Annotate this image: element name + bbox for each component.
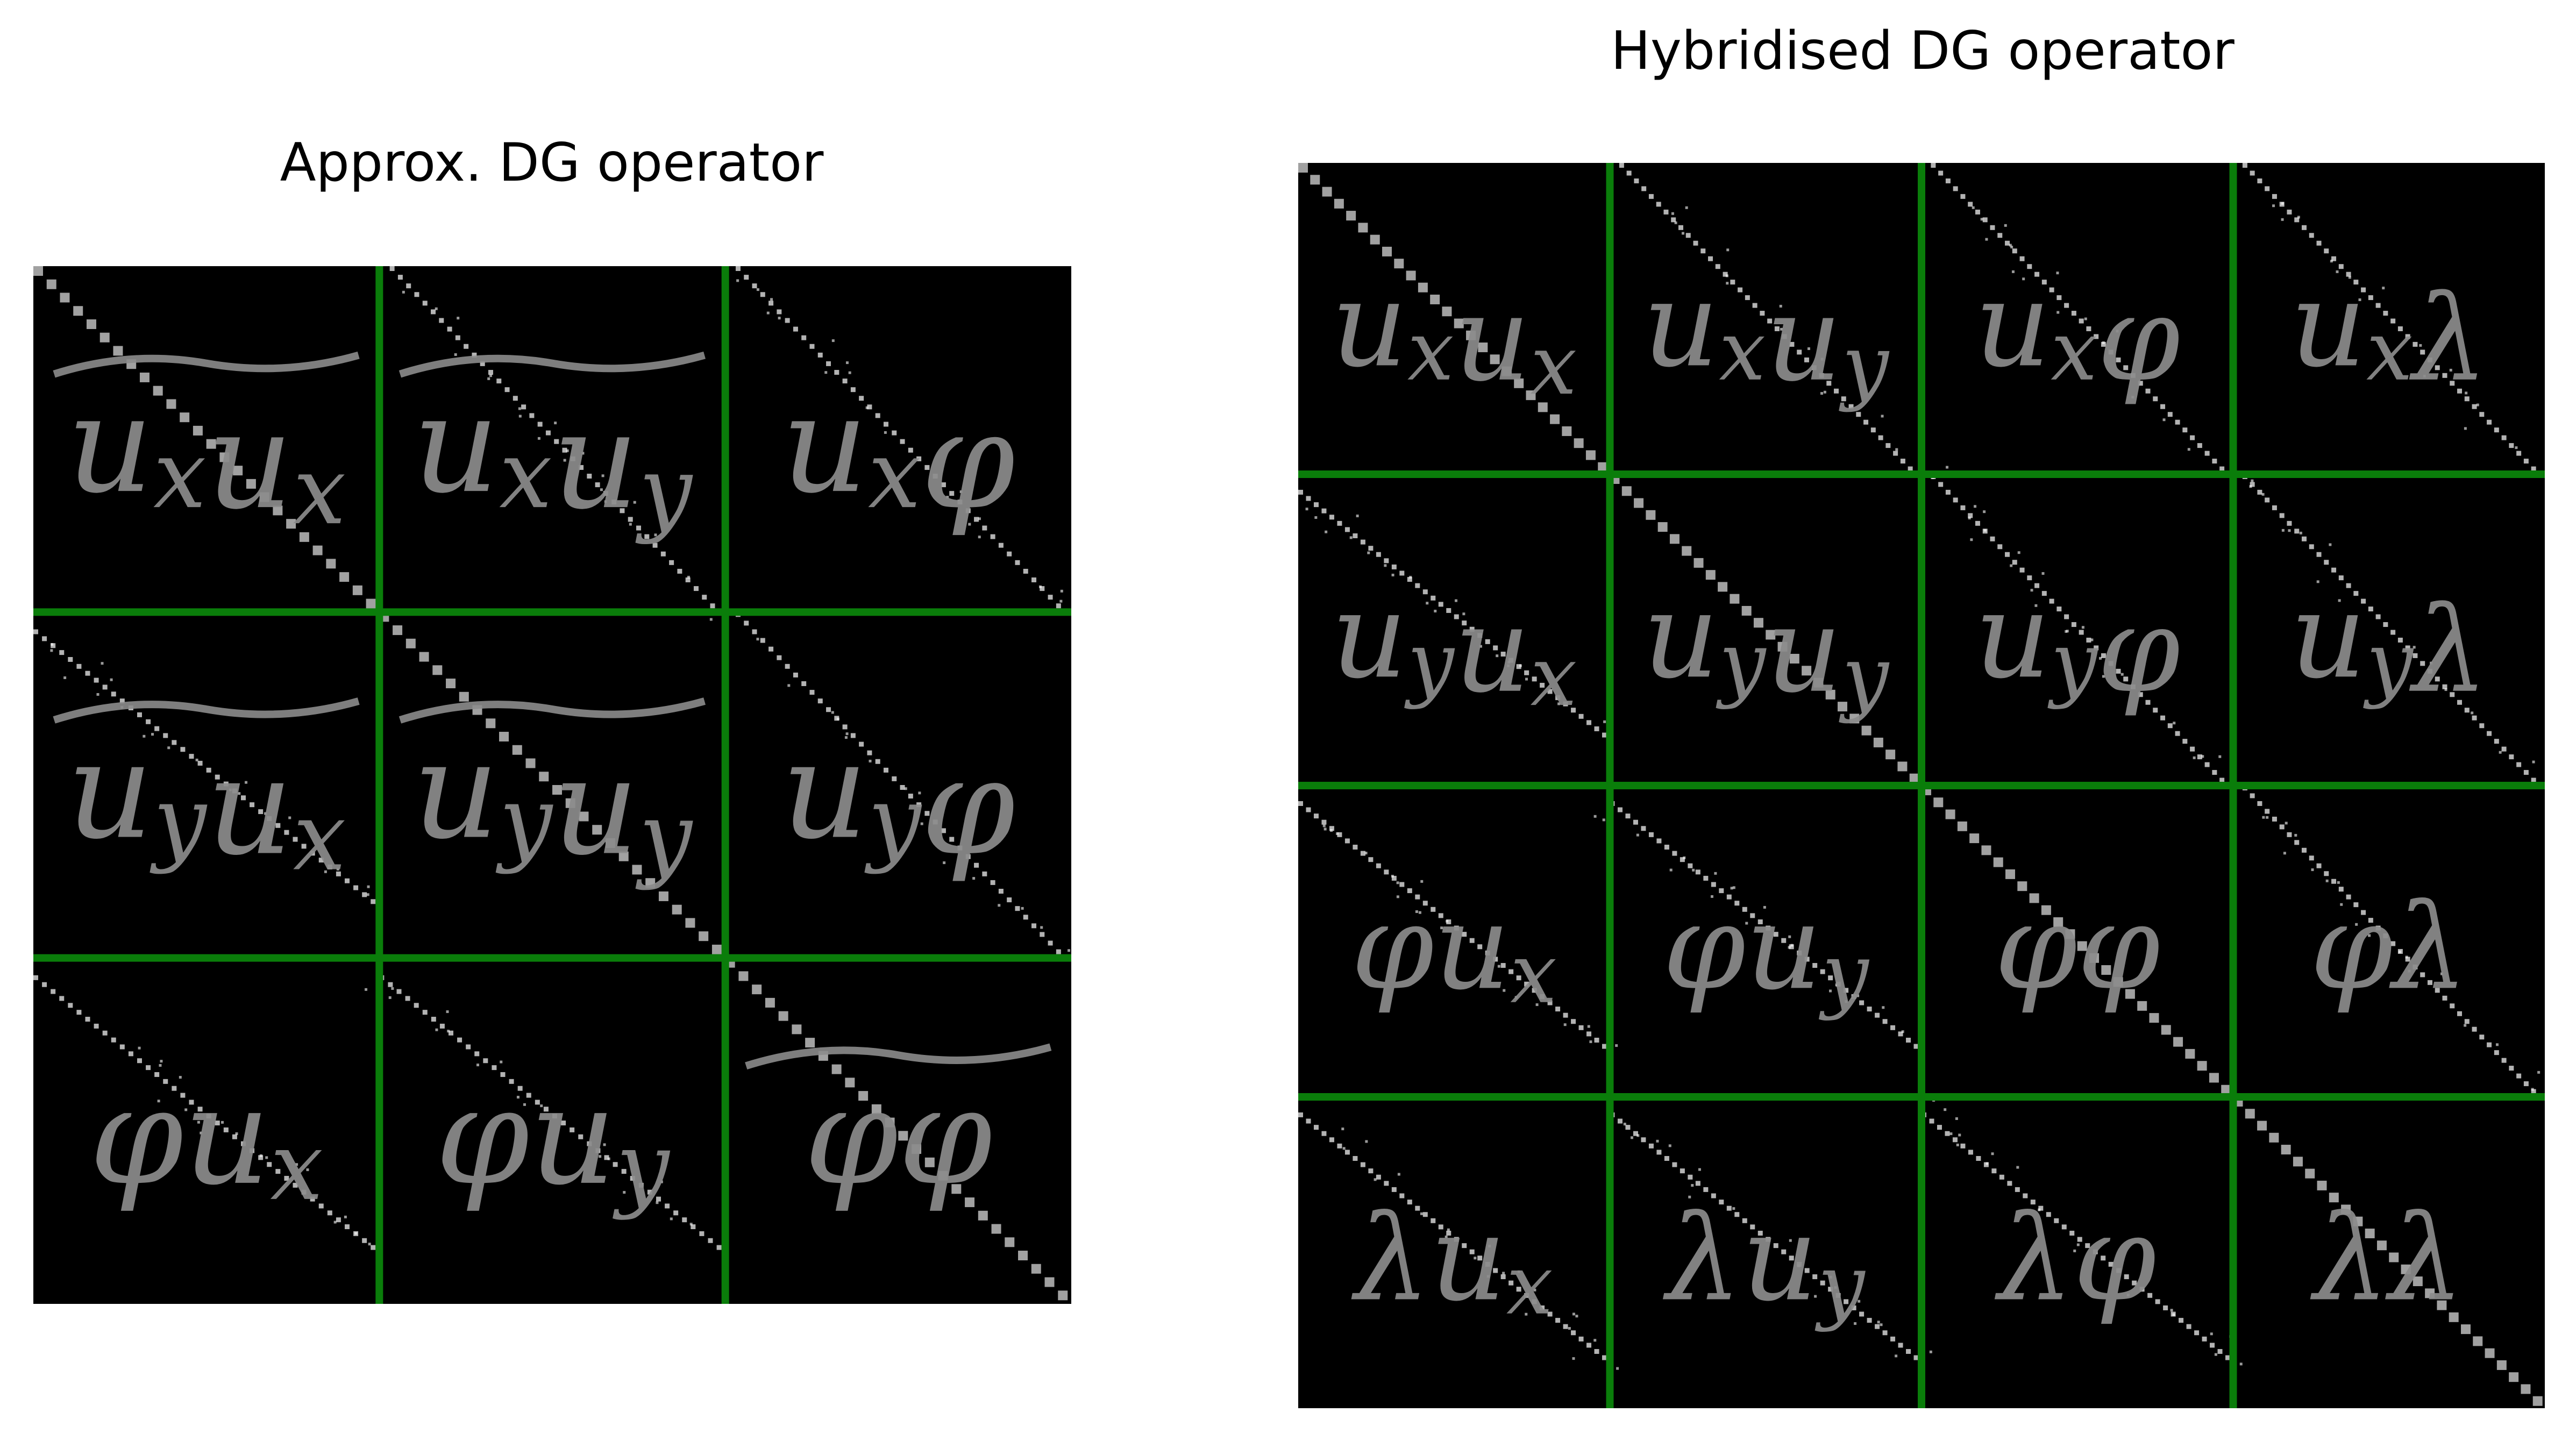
hybridised-dg-label-2-3: φλ bbox=[2310, 878, 2468, 1016]
approx-dg-title: Approx. DG operator bbox=[280, 132, 824, 194]
hybridised-dg-title: Hybridised DG operator bbox=[1611, 20, 2235, 82]
hybridised-dg-label-3-3: λλ bbox=[2310, 1189, 2464, 1327]
hybridised-dg-label-3-2: λφ bbox=[1994, 1189, 2156, 1327]
approx-dg-label-2-2: φφ bbox=[804, 1058, 992, 1215]
hybridised-dg-label-2-2: φφ bbox=[1995, 878, 2160, 1016]
